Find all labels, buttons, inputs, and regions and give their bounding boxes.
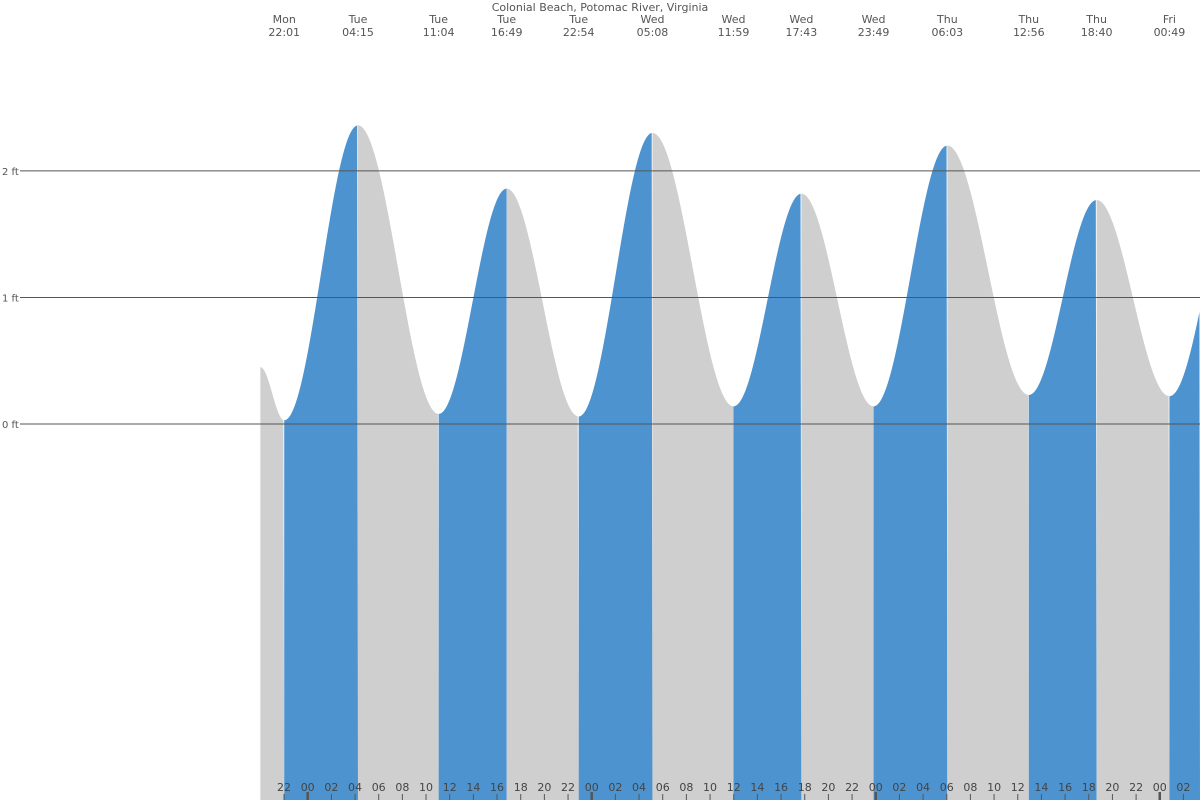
hour-tick-label: 22: [561, 781, 575, 794]
rising-tide-area: [578, 132, 653, 800]
tide-event-time-label: 12:56: [1013, 26, 1045, 39]
hour-tick-label: 06: [372, 781, 386, 794]
hour-tick-label: 20: [537, 781, 551, 794]
tide-event-time-label: 18:40: [1081, 26, 1113, 39]
tide-area-layer: [260, 125, 1200, 800]
hour-tick-label: 08: [963, 781, 977, 794]
hour-tick-label: 10: [987, 781, 1001, 794]
rising-tide-area: [438, 188, 507, 800]
tide-event-time-label: 11:59: [718, 26, 750, 39]
hour-tick-label: 04: [916, 781, 930, 794]
y-tick-label-layer: 0 ft 1 ft 2 ft: [2, 167, 19, 431]
hour-tick-label: 00: [1153, 781, 1167, 794]
hour-tick-label: 18: [1082, 781, 1096, 794]
falling-tide-area: [357, 125, 439, 800]
tide-event-day-label: Wed: [722, 13, 746, 26]
tide-event-time-label: 17:43: [786, 26, 818, 39]
tide-event-label-layer: Mon22:01Tue04:15Tue11:04Tue16:49Tue22:54…: [268, 13, 1186, 39]
hour-tick-label: 22: [845, 781, 859, 794]
falling-tide-area: [801, 193, 874, 800]
tide-event-day-label: Thu: [936, 13, 958, 26]
gridline-layer: [20, 170, 1200, 425]
hour-tick-label: 14: [466, 781, 480, 794]
hour-tick-label: 22: [277, 781, 291, 794]
hour-tick-label: 12: [443, 781, 457, 794]
tide-event-time-label: 22:01: [268, 26, 300, 39]
tide-event-time-label: 16:49: [491, 26, 523, 39]
hour-tick-label: 00: [301, 781, 315, 794]
hour-tick-label: 20: [821, 781, 835, 794]
rising-tide-area: [873, 145, 948, 800]
hour-tick-label: 10: [419, 781, 433, 794]
tide-event-time-label: 05:08: [637, 26, 669, 39]
tide-event-day-label: Wed: [789, 13, 813, 26]
hour-tick-label: 16: [490, 781, 504, 794]
tide-event-day-label: Tue: [428, 13, 448, 26]
hour-tick-label: 04: [348, 781, 362, 794]
tide-event-time-label: 11:04: [423, 26, 455, 39]
hour-tick-label: 22: [1129, 781, 1143, 794]
rising-tide-area: [1028, 200, 1097, 800]
tide-event-day-label: Mon: [273, 13, 296, 26]
rising-tide-area: [1169, 312, 1200, 800]
rising-tide-area: [733, 193, 802, 800]
falling-tide-area: [947, 145, 1029, 800]
hour-tick-label: 02: [892, 781, 906, 794]
tide-event-day-label: Fri: [1163, 13, 1176, 26]
hour-tick-label: 18: [514, 781, 528, 794]
hour-tick-label: 00: [585, 781, 599, 794]
hour-tick-label: 18: [798, 781, 812, 794]
hour-tick-label: 08: [395, 781, 409, 794]
hour-tick-label: 02: [608, 781, 622, 794]
tide-event-time-label: 22:54: [563, 26, 595, 39]
tide-event-day-label: Wed: [640, 13, 664, 26]
tide-event-time-label: 04:15: [342, 26, 374, 39]
tide-event-day-label: Tue: [496, 13, 516, 26]
tide-event-time-label: 23:49: [858, 26, 890, 39]
hour-tick-label: 16: [774, 781, 788, 794]
hour-tick-layer: 22 00 02 04 06 08 10 12 14 16 18 20 22 00 02 04 06 08 10 12…: [277, 781, 1190, 800]
falling-tide-area: [1096, 200, 1170, 800]
y-tick-label: 0 ft: [2, 420, 19, 431]
tide-event-time-label: 00:49: [1154, 26, 1186, 39]
hour-tick-label: 08: [679, 781, 693, 794]
hour-tick-label: 20: [1105, 781, 1119, 794]
chart-title: Colonial Beach, Potomac River, Virginia: [492, 1, 709, 14]
hour-tick-label: 14: [750, 781, 764, 794]
tide-event-day-label: Tue: [348, 13, 368, 26]
y-tick-label: 2 ft: [2, 167, 19, 178]
hour-tick-label: 10: [703, 781, 717, 794]
hour-tick-label: 06: [656, 781, 670, 794]
hour-tick-label: 02: [1176, 781, 1190, 794]
hour-tick-label: 12: [727, 781, 741, 794]
hour-tick-label: 14: [1034, 781, 1048, 794]
falling-tide-area: [260, 367, 285, 800]
falling-tide-area: [652, 132, 734, 800]
hour-tick-label: 00: [869, 781, 883, 794]
hour-tick-label: 12: [1011, 781, 1025, 794]
hour-tick-label: 04: [632, 781, 646, 794]
rising-tide-area: [284, 125, 358, 800]
y-tick-label: 1 ft: [2, 293, 19, 304]
hour-tick-label: 16: [1058, 781, 1072, 794]
tide-event-day-label: Thu: [1085, 13, 1107, 26]
tide-event-day-label: Thu: [1017, 13, 1039, 26]
tide-event-day-label: Wed: [862, 13, 886, 26]
hour-tick-label: 06: [940, 781, 954, 794]
falling-tide-area: [506, 188, 579, 800]
hour-tick-label: 02: [324, 781, 338, 794]
tide-event-time-label: 06:03: [931, 26, 963, 39]
tide-event-day-label: Tue: [568, 13, 588, 26]
